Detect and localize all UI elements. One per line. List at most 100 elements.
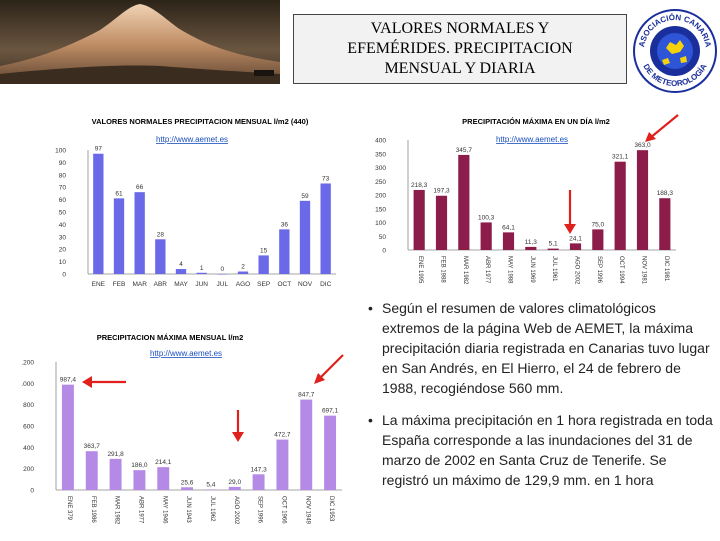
bar <box>458 154 470 250</box>
data-label: 29,0 <box>228 479 241 486</box>
bar <box>547 248 559 250</box>
data-label: 321,1 <box>612 154 629 161</box>
data-label: 59 <box>301 193 309 200</box>
teide-photo-image <box>0 0 280 84</box>
bar <box>85 451 98 490</box>
data-label: 15 <box>260 247 268 254</box>
x-tick-label: MAY <box>174 281 188 288</box>
x-tick-label: NOV 1949 <box>304 496 310 525</box>
bar <box>252 474 265 490</box>
x-tick-label: MAY 1988 <box>507 256 513 284</box>
y-tick-label: 150 <box>375 206 386 213</box>
bar <box>592 229 604 250</box>
data-label: 363,7 <box>84 443 101 450</box>
data-label: 472,7 <box>274 432 291 439</box>
y-tick-label: 400 <box>375 138 386 145</box>
bar <box>175 269 187 274</box>
bullet-marker: • <box>368 412 373 428</box>
y-tick-label: 70 <box>59 185 67 192</box>
data-label: 64,1 <box>502 224 515 231</box>
y-tick-label: 200 <box>23 466 34 473</box>
x-tick-label: JUN 1943 <box>185 496 191 523</box>
y-tick-label: 10 <box>59 259 67 266</box>
chart-max-monthly: PRECIPITACION MÁXIMA MENSUAL l/m2 http://… <box>20 330 352 536</box>
bullet-list: • Según el resumen de valores climatológ… <box>368 298 714 502</box>
bullet-item: • La máxima precipitación en 1 hora regi… <box>368 410 714 490</box>
arrow-max-daily-november <box>645 114 679 142</box>
data-label: 100,3 <box>478 214 495 221</box>
chart-max-daily: PRECIPITACIÓN MÁXIMA EN UN DÍA l/m2 http:… <box>364 114 716 294</box>
x-tick-label: OCT 1966 <box>280 496 286 524</box>
bar <box>299 200 311 274</box>
bullet-text-max-daily: Según el resumen de valores climatológic… <box>382 300 710 396</box>
bar <box>480 222 492 250</box>
data-label: 847,7 <box>298 392 315 399</box>
data-label: 186,0 <box>131 462 148 469</box>
y-tick-label: 90 <box>59 160 67 167</box>
y-tick-label: 60 <box>59 197 67 204</box>
x-tick-label: DIC 1953 <box>328 496 334 522</box>
bar <box>155 239 166 274</box>
chart-normal-monthly: VALORES NORMALES PRECIPITACION MENSUAL l… <box>30 114 350 294</box>
data-label: 24,1 <box>569 235 582 242</box>
data-label: 97 <box>95 146 103 153</box>
arrow-max-daily-august <box>564 190 576 234</box>
page-title: VALORES NORMALES Y EFEMÉRIDES. PRECIPITA… <box>293 14 627 84</box>
data-label: 214,1 <box>155 459 172 466</box>
y-tick-label: 50 <box>379 234 387 241</box>
bullet-text-max-hourly: La máxima precipitación en 1 hora regist… <box>382 412 713 488</box>
data-label: 987,4 <box>60 377 77 384</box>
data-label: 66 <box>136 184 144 191</box>
y-tick-label: 0 <box>62 272 66 279</box>
data-label: 363,0 <box>634 142 651 149</box>
y-tick-label: 0 <box>382 248 386 255</box>
bullet-marker: • <box>368 300 373 316</box>
bar <box>113 198 125 274</box>
data-label: 36 <box>281 221 289 228</box>
x-tick-label: ENE <box>92 281 106 288</box>
y-tick-label: 250 <box>375 179 386 186</box>
y-tick-label: 20 <box>59 247 67 254</box>
bar <box>181 487 194 490</box>
data-label: 291,8 <box>107 451 124 458</box>
x-tick-label: MAY 1946 <box>161 496 167 524</box>
y-tick-label: 1000 <box>22 381 34 388</box>
arrow-max-monthly-august <box>232 410 244 442</box>
x-tick-label: MAR <box>132 281 147 288</box>
chart-title: PRECIPITACIÓN MÁXIMA EN UN DÍA l/m2 <box>462 117 610 126</box>
bar <box>569 243 582 250</box>
title-line-2: EFEMÉRIDES. PRECIPITACION <box>347 40 573 57</box>
data-label: 75,0 <box>592 221 605 228</box>
data-label: 1 <box>200 265 204 272</box>
bar <box>204 489 217 490</box>
title-line-1: VALORES NORMALES Y <box>370 20 550 37</box>
y-tick-label: 30 <box>59 234 67 241</box>
x-tick-label: ABR 1977 <box>484 256 490 284</box>
data-label: 0 <box>221 266 225 273</box>
x-tick-label: ABR <box>154 281 168 288</box>
x-tick-label: AGO 2002 <box>574 256 580 285</box>
x-tick-label: JUN <box>195 281 208 288</box>
chart-max-daily-svg: PRECIPITACIÓN MÁXIMA EN UN DÍA l/m2 http:… <box>375 117 676 285</box>
x-tick-label: NOV <box>298 281 313 288</box>
data-label: 28 <box>157 231 165 238</box>
bar <box>237 271 249 274</box>
logo-emblem: ASOCIACIÓN CANARIA DE METEOROLOGÍA <box>633 9 717 93</box>
x-tick-label: SEP 1996 <box>257 496 263 524</box>
y-tick-label: 800 <box>23 402 34 409</box>
data-label: 4 <box>179 261 183 268</box>
y-tick-label: 600 <box>23 424 34 431</box>
bar <box>300 399 313 490</box>
y-tick-label: 40 <box>59 222 67 229</box>
data-label: 73 <box>322 175 330 182</box>
y-tick-label: 1200 <box>22 360 34 367</box>
x-tick-label: DIC 1981 <box>663 256 669 282</box>
x-tick-label: FEB 1986 <box>90 496 96 523</box>
teide-photo <box>0 0 280 84</box>
data-label: 697,1 <box>322 408 339 415</box>
data-label: 218,3 <box>411 182 428 189</box>
bar <box>228 486 241 490</box>
data-label: 188,3 <box>657 190 674 197</box>
data-label: 11,3 <box>525 239 538 246</box>
x-tick-label: FEB 1988 <box>440 256 446 283</box>
